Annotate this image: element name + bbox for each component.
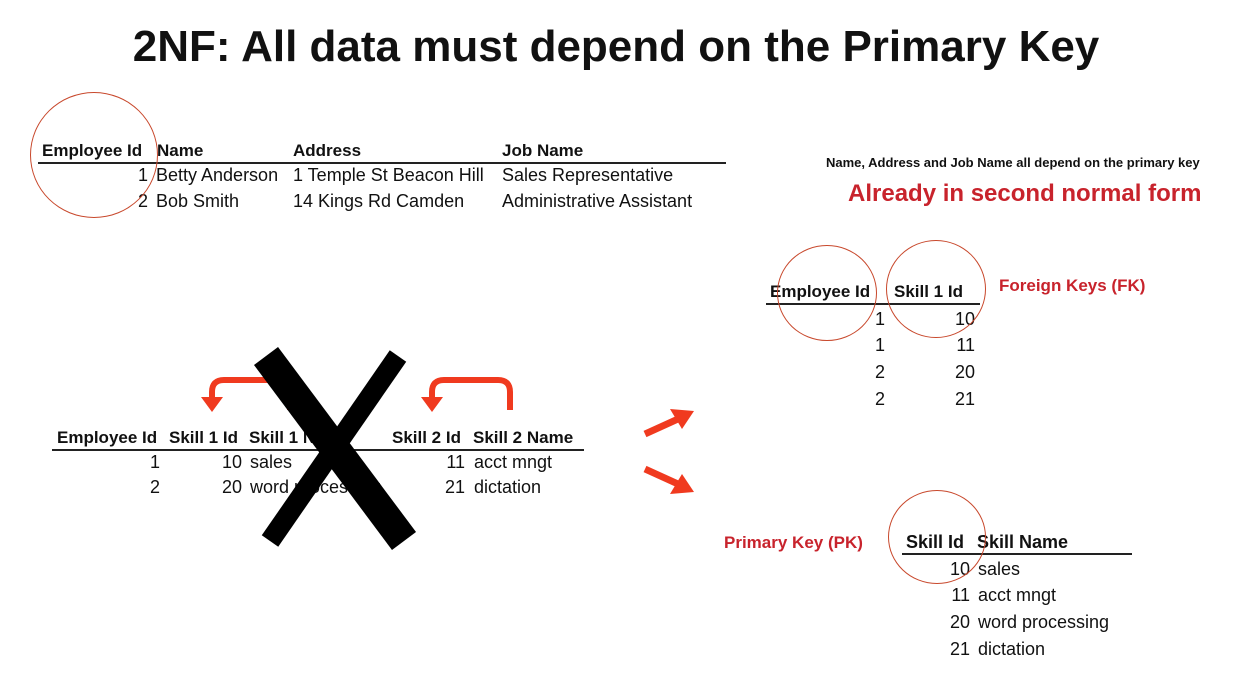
header-employee-id: Employee Id [57,428,158,447]
cell-skill-name: dictation [978,639,1046,659]
cell-skill-id: 21 [954,389,975,409]
already-2nf-note: Already in second normal form [848,180,1202,207]
foreign-key-circle [886,240,986,338]
cell-employee-id: 1 [875,335,886,355]
arrow-right-up-icon [643,409,694,438]
cell-employee-id: 2 [149,477,160,497]
header-skill-name: Skill Name [977,532,1069,552]
header-skill-1-id: Skill 1 Id [169,428,238,447]
cell-employee-id: 2 [137,191,148,211]
header-address: Address [293,141,362,160]
cell-employee-id: 2 [875,389,886,409]
foreign-keys-label: Foreign Keys (FK) [999,276,1146,295]
cell-skill-2-id: 11 [446,452,465,472]
cell-skill-name: sales [978,559,1021,579]
curved-arrow-icon [429,377,513,410]
slide-title: 2NF: All data must depend on the Primary… [132,22,1100,71]
arrow-right-down-icon [643,465,694,494]
table-rule [902,553,1132,555]
depend-note: Name, Address and Job Name all depend on… [826,155,1200,170]
cell-skill-1-id: 10 [221,452,242,472]
cell-job-name: Administrative Assistant [502,191,693,211]
cell-skill-2-name: dictation [474,477,542,497]
cell-skill-id: 20 [949,612,970,632]
arrowhead-icon [421,397,443,412]
arrowhead-icon [201,397,223,412]
cell-employee-id: 1 [149,452,160,472]
cell-name: Bob Smith [156,191,240,211]
primary-key-circle [888,490,986,584]
cell-skill-id: 11 [951,585,970,605]
cell-skill-1-name: sales [250,452,293,472]
cell-skill-2-id: 21 [444,477,465,497]
cell-skill-id: 20 [954,362,975,382]
primary-key-circle [30,92,158,218]
foreign-key-circle [777,245,877,341]
cell-skill-2-name: acct mngt [474,452,553,472]
cell-employee-id: 1 [875,309,886,329]
header-name: Name [157,141,204,160]
cell-job-name: Sales Representative [502,165,674,185]
primary-key-label: Primary Key (PK) [724,533,863,552]
cell-address: 1 Temple St Beacon Hill [293,165,484,185]
cell-employee-id: 2 [875,362,886,382]
cell-skill-1-id: 20 [221,477,242,497]
cell-skill-name: acct mngt [978,585,1057,605]
cell-skill-id: 11 [956,335,975,355]
cell-skill-id: 21 [949,639,970,659]
header-skill-2-name: Skill 2 Name [473,428,574,447]
cell-skill-name: word processing [978,612,1110,632]
table-rule [38,162,726,164]
header-job-name: Job Name [502,141,584,160]
header-skill-2-id: Skill 2 Id [392,428,461,447]
cell-name: Betty Anderson [156,165,279,185]
cell-address: 14 Kings Rd Camden [293,191,465,211]
